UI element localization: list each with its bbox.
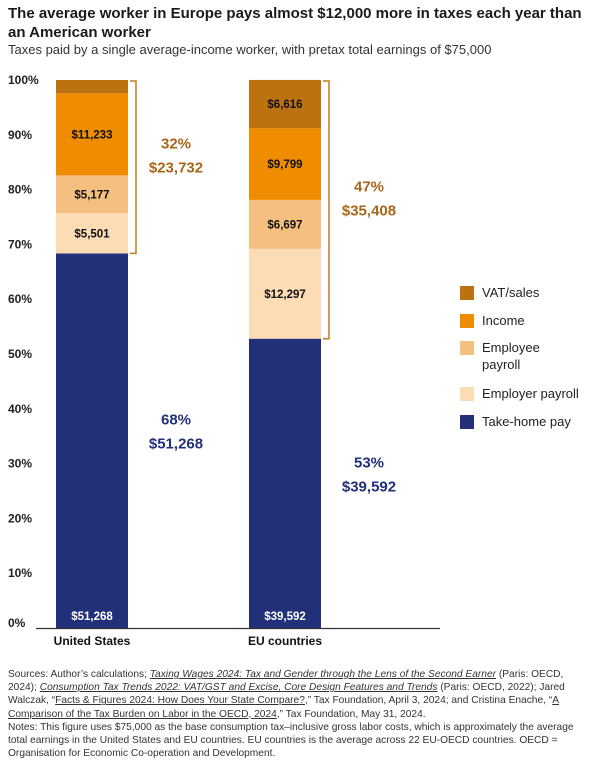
y-tick-label: 60% [8, 292, 32, 306]
segment-value-label: $39,592 [264, 611, 306, 623]
segment-value-label: $5,177 [74, 189, 109, 201]
y-tick-label: 0% [8, 616, 26, 630]
annotation-amount: $35,408 [342, 202, 396, 219]
y-tick-label: 40% [8, 402, 32, 416]
bar-segment-employee-payroll [249, 199, 321, 249]
segment-value-label: $9,799 [267, 159, 302, 171]
sources-text: Sources: Author’s calculations; [8, 669, 150, 680]
sources-text: ,” Tax Foundation, May 31, 2024. [276, 708, 426, 720]
segment-value-label: $12,297 [264, 289, 306, 301]
annotation-amount: $23,732 [149, 160, 203, 177]
category-label: EU countries [248, 634, 322, 648]
segment-value-label: $5,501 [74, 228, 110, 240]
sources-notes: Sources: Author’s calculations; Taxing W… [8, 668, 593, 760]
annotation-amount: $51,268 [149, 436, 203, 453]
source-link-tax-burden-comparison[interactable]: A Comparison of the Tax Burden on Labor … [8, 695, 559, 720]
bar-segment-take-home-pay [56, 253, 128, 628]
y-tick-label: 20% [8, 511, 32, 525]
tax-bracket [323, 80, 330, 340]
tax-bracket [130, 80, 137, 255]
y-tick-label: 30% [8, 457, 32, 471]
bar-segment-employer-payroll [56, 213, 128, 254]
sources-text: ,” Tax Foundation, April 3, 2024; and Cr… [304, 695, 553, 707]
legend-item-vat: VAT/sales [460, 284, 592, 301]
legend-swatch-take-home [460, 415, 474, 429]
annotation-percent: 53% [354, 454, 384, 471]
legend-label-employee-payroll: Employee payroll [482, 340, 540, 372]
legend-item-employee-payroll: Employee payroll [460, 339, 562, 373]
bar-segment-employer-payroll [249, 248, 321, 339]
chart-subtitle: Taxes paid by a single average-income wo… [8, 42, 492, 57]
y-tick-label: 50% [8, 347, 32, 361]
legend-swatch-income [460, 314, 474, 328]
source-link-facts-figures[interactable]: Facts & Figures 2024: How Does Your Stat… [55, 695, 305, 707]
legend-item-take-home: Take-home pay [460, 413, 592, 430]
segment-value-label: $51,268 [71, 611, 113, 623]
y-tick-label: 10% [8, 566, 32, 580]
category-label: United States [54, 634, 131, 648]
legend-label-employer-payroll: Employer payroll [482, 386, 579, 401]
stacked-bar-chart: 0% 10% 20% 30% 40% 50% 60% 70% 80% 90% 100% $51,268… [8, 73, 440, 648]
source-link-consumption-tax-trends[interactable]: Consumption Tax Trends 2022: VAT/GST and… [39, 682, 438, 694]
chart-title: The average worker in Europe pays almost… [8, 5, 582, 41]
segment-value-label: $11,233 [72, 129, 113, 141]
legend-label-vat: VAT/sales [482, 285, 540, 300]
sources-text: (Paris: OECD, 2022); Jared Walczak, “ [8, 682, 565, 707]
bar-segment-vat-sales [56, 80, 128, 94]
sources-text: (Paris: OECD, 2024); [8, 669, 564, 694]
legend-swatch-employer-payroll [460, 387, 474, 401]
bar-segment-employee-payroll [56, 175, 128, 214]
bar-segment-take-home-pay [249, 338, 321, 628]
annotation-percent: 32% [161, 136, 191, 153]
legend-swatch-employee-payroll [460, 341, 474, 355]
segment-value-label: $6,697 [267, 219, 302, 231]
y-tick-label: 100% [8, 73, 39, 87]
y-tick-label: 90% [8, 128, 32, 142]
legend-item-employer-payroll: Employer payroll [460, 385, 592, 402]
bar-segment-vat-sales [249, 79, 321, 129]
y-tick-label: 80% [8, 183, 32, 197]
notes-text: Notes: This figure uses $75,000 as the b… [8, 721, 574, 760]
bar-segment-income [56, 93, 128, 176]
segment-value-label: $6,616 [267, 99, 302, 111]
annotation-percent: 47% [354, 178, 384, 195]
legend-item-income: Income [460, 312, 592, 329]
annotation-amount: $39,592 [342, 478, 396, 495]
legend-label-income: Income [482, 313, 525, 328]
y-tick-label: 70% [8, 237, 32, 251]
source-link-taxing-wages[interactable]: Taxing Wages 2024: Tax and Gender throug… [149, 669, 497, 680]
legend-label-take-home: Take-home pay [482, 414, 571, 429]
bar-segment-income [249, 128, 321, 200]
annotation-percent: 68% [161, 412, 191, 429]
legend-swatch-vat [460, 286, 474, 300]
